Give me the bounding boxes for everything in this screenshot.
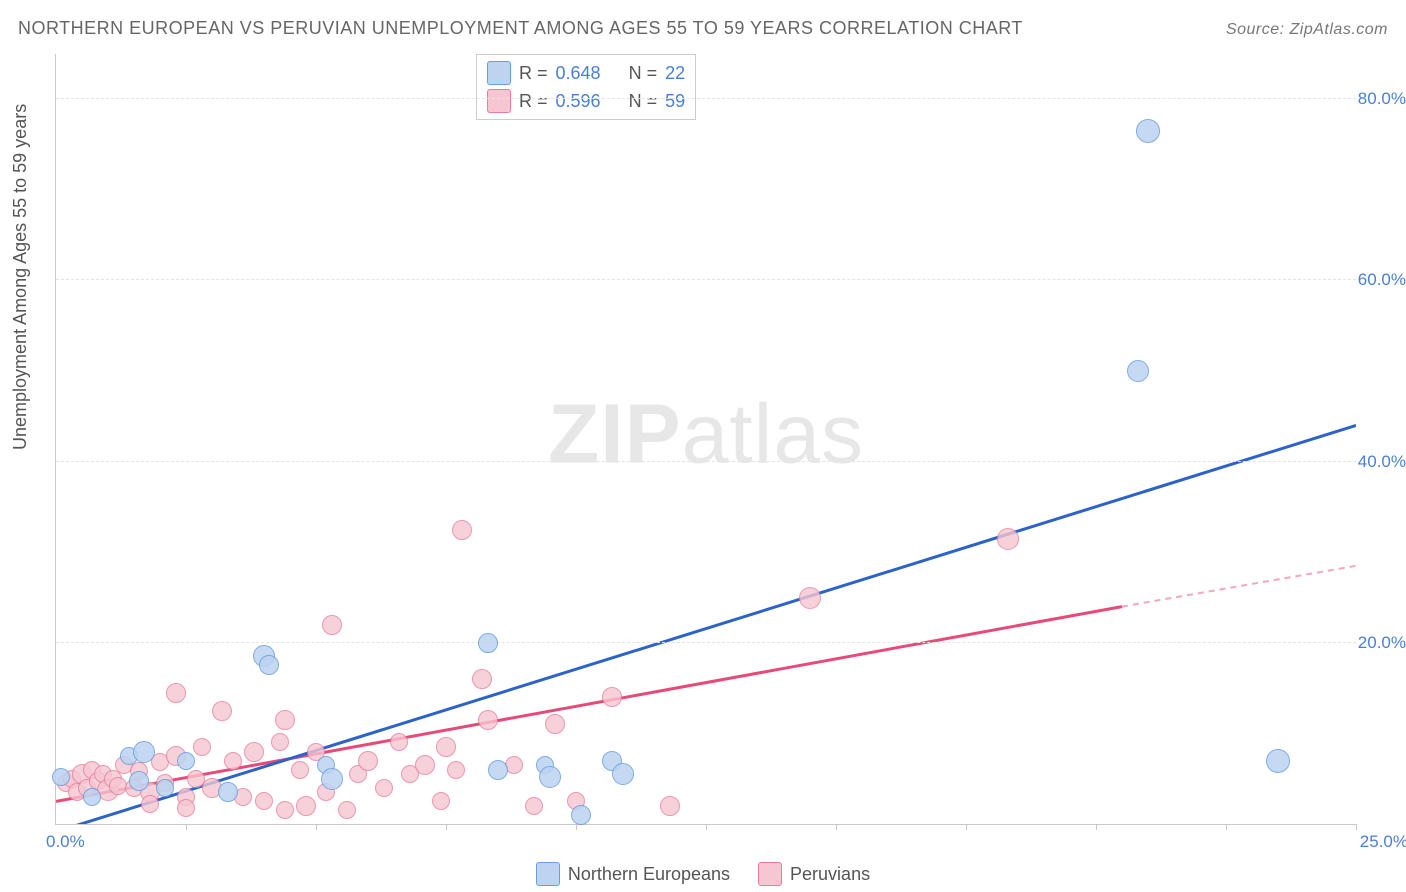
data-point [244,742,264,762]
series-legend: Northern Europeans Peruvians [0,862,1406,886]
data-point [415,755,435,775]
correlation-legend: R = 0.648 N = 22 R = 0.596 N = 59 [476,54,696,120]
data-point [338,801,356,819]
x-tick [1356,824,1357,830]
data-point [1136,119,1160,143]
data-point [193,738,211,756]
data-point [472,669,492,689]
data-point [799,587,821,609]
data-point [218,782,238,802]
legend-item-blue: Northern Europeans [536,862,730,886]
data-point [432,792,450,810]
data-point [602,687,622,707]
data-point [997,528,1019,550]
data-point [255,792,273,810]
data-point [478,633,498,653]
legend-item-pink: Peruvians [758,862,870,886]
x-tick [706,824,707,830]
data-point [259,655,279,675]
data-point [133,741,155,763]
data-point [296,796,316,816]
gridline [56,279,1356,280]
data-point [436,737,456,757]
legend-row-pink: R = 0.596 N = 59 [487,87,685,115]
y-tick-label: 20.0% [1358,633,1406,653]
x-tick [836,824,837,830]
x-tick [576,824,577,830]
y-axis-label: Unemployment Among Ages 55 to 59 years [10,104,31,450]
data-point [571,805,591,825]
data-point [358,751,378,771]
x-tick [316,824,317,830]
data-point [1127,360,1149,382]
data-point [478,710,498,730]
gridline [56,461,1356,462]
x-tick [1096,824,1097,830]
data-point [276,801,294,819]
gridline [56,98,1356,99]
data-point [166,683,186,703]
legend-row-blue: R = 0.648 N = 22 [487,59,685,87]
x-axis-start-label: 0.0% [46,832,85,852]
y-tick-label: 60.0% [1358,270,1406,290]
data-point [52,768,70,786]
chart-title: NORTHERN EUROPEAN VS PERUVIAN UNEMPLOYME… [18,18,1023,39]
legend-swatch-pink [487,89,511,113]
x-tick [186,824,187,830]
watermark: ZIPatlas [548,386,864,483]
data-point [177,752,195,770]
data-point [452,520,472,540]
data-point [1266,749,1290,773]
x-tick [446,824,447,830]
data-point [488,760,508,780]
regression-lines [56,54,1356,824]
data-point [321,768,343,790]
data-point [322,615,342,635]
legend-swatch-blue-icon [536,862,560,886]
data-point [545,714,565,734]
data-point [275,710,295,730]
y-tick-label: 80.0% [1358,89,1406,109]
x-tick [1226,824,1227,830]
data-point [212,701,232,721]
data-point [539,766,561,788]
scatter-plot: ZIPatlas 0.0% 25.0% R = 0.648 N = 22 R =… [55,54,1356,825]
data-point [177,799,195,817]
data-point [156,779,174,797]
data-point [525,797,543,815]
data-point [224,752,242,770]
data-point [271,733,289,751]
legend-swatch-blue [487,61,511,85]
data-point [129,771,149,791]
source-label: Source: ZipAtlas.com [1226,21,1388,39]
data-point [141,795,159,813]
data-point [660,796,680,816]
x-tick [966,824,967,830]
data-point [447,761,465,779]
data-point [83,788,101,806]
data-point [291,761,309,779]
legend-swatch-pink-icon [758,862,782,886]
data-point [390,733,408,751]
data-point [612,763,634,785]
data-point [375,779,393,797]
y-tick-label: 40.0% [1358,452,1406,472]
gridline [56,642,1356,643]
x-axis-end-label: 25.0% [1360,832,1406,852]
